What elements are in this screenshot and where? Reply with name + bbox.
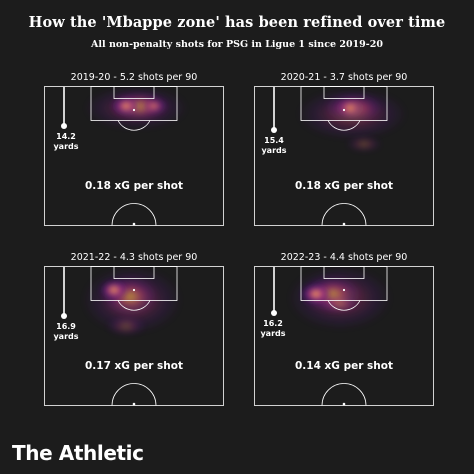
panel-title: 2019-20 - 5.2 shots per 90	[70, 72, 198, 83]
pitch-heatmap	[254, 266, 434, 406]
six-yard-box	[323, 266, 365, 279]
penalty-spot	[132, 288, 136, 292]
heat-blob	[301, 284, 331, 304]
distance-marker-dot	[271, 310, 277, 316]
distance-label: 14.2 yards	[51, 132, 81, 152]
brand-logo: The Athletic	[12, 441, 144, 465]
pitch-heatmap	[254, 86, 434, 226]
heat-blob	[100, 280, 128, 300]
penalty-spot	[342, 108, 346, 112]
penalty-spot	[132, 108, 136, 112]
heat-zone	[82, 267, 182, 336]
distance-value: 16.9	[56, 322, 76, 331]
chart-subtitle: All non-penalty shots for PSG in Ligue 1…	[91, 39, 383, 50]
distance-marker-dot	[61, 123, 67, 129]
penalty-arc	[117, 120, 151, 131]
heat-zone	[297, 88, 407, 152]
heat-blob	[346, 136, 382, 152]
distance-label: 16.9 yards	[51, 322, 81, 342]
pitch-heatmap	[44, 266, 224, 406]
six-yard-box	[113, 86, 155, 99]
distance-marker-dot	[61, 313, 67, 319]
pitch-lines	[254, 86, 434, 226]
heat-blob	[106, 316, 146, 336]
panel-title: 2022-23 - 4.4 shots per 90	[280, 252, 408, 263]
heat-zone	[288, 267, 392, 330]
panel-title: 2020-21 - 3.7 shots per 90	[280, 72, 408, 83]
heat-blob	[142, 99, 166, 113]
center-circle	[321, 203, 367, 226]
distance-unit: yards	[53, 332, 79, 341]
center-spot	[132, 222, 136, 226]
heat-blob	[320, 296, 360, 312]
distance-value: 14.2	[56, 132, 76, 141]
center-circle	[321, 383, 367, 406]
center-circle	[111, 203, 157, 226]
panel-title: 2021-22 - 4.3 shots per 90	[70, 252, 198, 263]
pitch-lines	[254, 266, 434, 406]
xg-per-shot-label: 0.18 xG per shot	[294, 180, 394, 192]
xg-per-shot-label: 0.17 xG per shot	[84, 360, 184, 372]
distance-label: 16.2 yards	[258, 319, 288, 339]
distance-value: 15.4	[264, 136, 284, 145]
penalty-arc	[117, 300, 151, 311]
center-circle	[111, 383, 157, 406]
heat-zone	[84, 87, 188, 130]
distance-unit: yards	[261, 146, 287, 155]
penalty-arc	[327, 300, 361, 311]
pitch-lines	[44, 86, 224, 226]
distance-label: 15.4 yards	[259, 136, 289, 156]
center-spot	[342, 222, 346, 226]
distance-unit: yards	[260, 329, 286, 338]
penalty-arc	[327, 120, 361, 131]
pitch-heatmap	[44, 86, 224, 226]
xg-per-shot-label: 0.18 xG per shot	[84, 180, 184, 192]
chart-title: How the 'Mbappe zone' has been refined o…	[28, 14, 446, 31]
penalty-spot	[342, 288, 346, 292]
heat-blob	[336, 99, 364, 117]
six-yard-box	[113, 266, 155, 279]
distance-marker-dot	[271, 127, 277, 133]
center-spot	[132, 402, 136, 406]
pitch-lines	[44, 266, 224, 406]
distance-unit: yards	[53, 142, 79, 151]
distance-value: 16.2	[263, 319, 283, 328]
six-yard-box	[323, 86, 365, 99]
center-spot	[342, 402, 346, 406]
heat-blob	[112, 97, 140, 115]
xg-per-shot-label: 0.14 xG per shot	[294, 360, 394, 372]
